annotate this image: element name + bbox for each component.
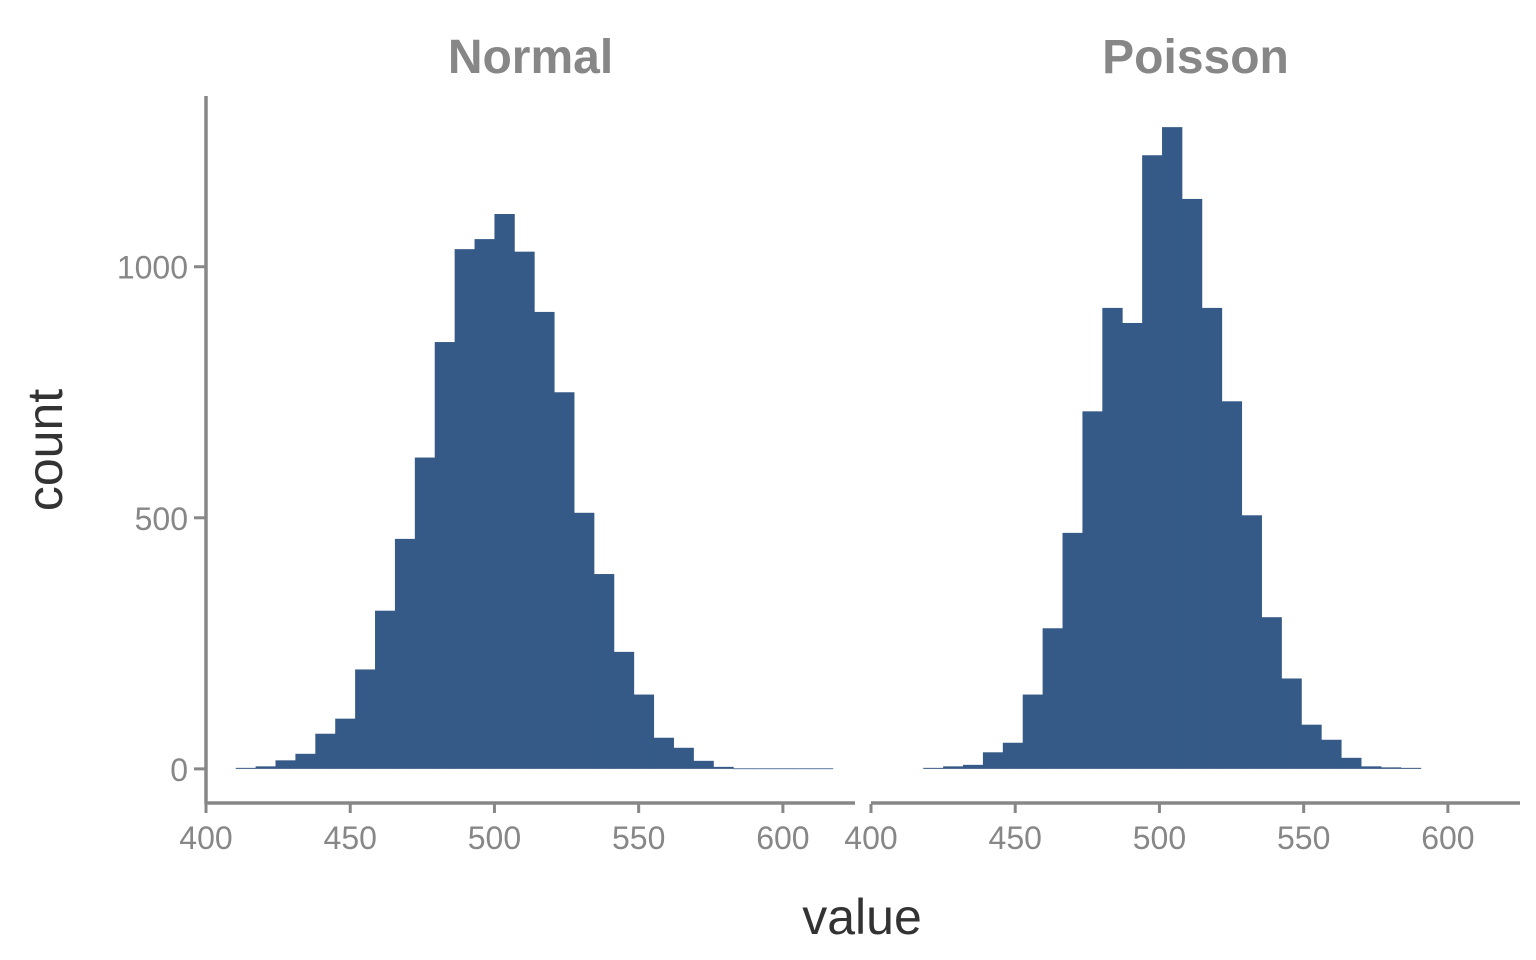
histogram-bar [733,768,754,770]
histogram-bar [1201,307,1223,769]
histogram-bar [1261,617,1282,769]
histogram-bar [474,239,495,769]
x-tick-label: 400 [179,820,232,856]
histogram-bar [1082,411,1103,769]
histogram-bar [534,311,555,769]
histogram-bar [434,342,456,769]
histogram-bar [1221,401,1243,769]
histogram-bar [1301,724,1322,769]
histogram-bar [673,747,694,769]
histogram-bar [1400,767,1422,769]
x-tick-label: 450 [324,820,377,856]
histogram-bar [1002,742,1024,769]
histogram-bar [693,760,714,769]
histogram-bar [295,753,316,769]
histogram-bar [255,766,276,769]
histogram-bar [613,651,635,769]
histogram-bar [1042,628,1063,769]
histogram-bar [792,768,814,770]
histogram-bar [275,760,296,769]
histogram-bar [812,768,834,770]
x-tick-label: 550 [1277,820,1330,856]
histogram-bar [593,574,615,769]
histogram-bar [1321,739,1342,769]
histogram-bar [414,457,436,769]
y-tick-label: 1000 [117,250,188,286]
histogram-bar [1142,155,1163,769]
x-tick-label: 550 [612,820,665,856]
x-tick-label: 600 [1421,820,1474,856]
histogram-bar [633,694,655,769]
x-tick-label: 400 [844,820,897,856]
histogram-bar [1380,767,1402,769]
histogram-bar [494,214,515,769]
x-tick-label: 600 [756,820,809,856]
histogram-bar [375,610,396,769]
histogram-bar [1102,307,1123,769]
histogram-bar [753,768,774,770]
histogram-bar [1162,127,1183,769]
histogram-bar [1241,515,1262,769]
histogram-bar [653,737,674,769]
histogram-bar [773,768,794,770]
histogram-bar [963,764,984,769]
histogram-bar [1022,694,1044,769]
histogram-bar [1361,766,1382,769]
histogram-bar [1181,198,1203,769]
histogram-bar [394,538,416,769]
histogram-bar [1341,757,1362,769]
x-tick-label: 500 [468,820,521,856]
histogram-bar [235,767,257,769]
panel-title: Normal [448,31,613,84]
panel-normal: Normal 400 450 500 550 600 [179,31,855,856]
histogram-bar [335,718,356,769]
histogram-bar [554,392,575,769]
histogram-bar [454,249,475,769]
histogram-bar [574,512,595,769]
histogram-bar [315,733,336,769]
x-axis-title: value [802,889,922,945]
panel-poisson: Poisson 400 450 500 550 600 [844,31,1520,856]
panel-title: Poisson [1102,31,1289,84]
histogram-bar [1281,678,1302,769]
y-axis-title: count [17,389,73,511]
x-tick-label: 450 [989,820,1042,856]
x-tick-label: 500 [1133,820,1186,856]
histogram-bar [514,251,535,769]
y-tick-label: 500 [135,501,188,537]
histogram-bar [1062,532,1083,769]
histogram-bar [923,767,944,769]
histogram-bar [982,752,1004,769]
histogram-bar [355,669,376,769]
histogram-bar [1122,322,1143,769]
histogram-bar [713,766,734,769]
y-tick-label: 0 [170,752,188,788]
panels-layer: Normal 400 450 500 550 600 Poisson 400 450 500 550… [117,31,1520,856]
histogram-bar [943,766,964,769]
